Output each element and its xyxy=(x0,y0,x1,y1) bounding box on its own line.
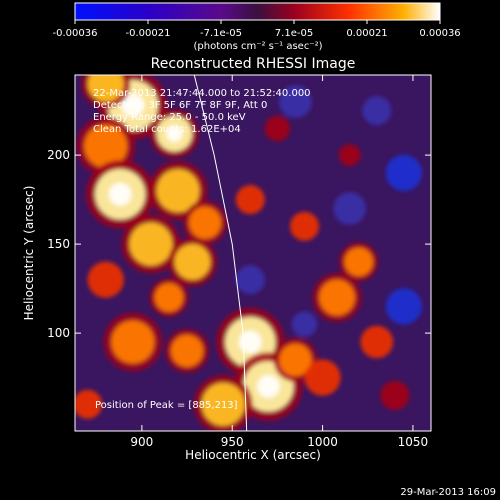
axis-ticks: 900 950 1000 1050 100 150 200 xyxy=(47,75,431,449)
colorbar-tick-label: 0.00036 xyxy=(419,28,460,39)
heatmap-cell xyxy=(87,75,124,102)
x-tick-label: 950 xyxy=(221,435,244,449)
annotation-detectors: Detectors: 3F 5F 6F 7F 8F 9F, Att 0 xyxy=(93,100,267,111)
colorbar-tick-label: -0.00036 xyxy=(53,28,98,39)
heatmap-cell xyxy=(291,311,318,337)
heatmap-cell xyxy=(380,380,410,410)
heatmap-cell-core xyxy=(256,375,280,398)
heatmap-cells xyxy=(75,75,422,431)
heatmap-cell-core xyxy=(108,182,132,206)
heatmap-cell xyxy=(129,222,173,266)
heatmap-cell xyxy=(174,243,211,280)
heatmap-cell xyxy=(111,320,155,364)
heatmap-cell xyxy=(235,185,265,215)
heatmap-cell xyxy=(304,359,341,396)
heatmap-cell xyxy=(360,325,394,359)
x-axis-label: Heliocentric X (arcsec) xyxy=(185,448,321,462)
heatmap-cell xyxy=(338,144,361,166)
heatmap-cell xyxy=(385,154,422,191)
footer-date: 29-Mar-2013 16:09 xyxy=(400,487,496,498)
heatmap-cell xyxy=(201,382,245,426)
heatmap-cell xyxy=(84,124,128,168)
heatmap-cell-core xyxy=(238,330,262,354)
annotations: 22-Mar-2013 21:47:44.000 to 21:52:40.000… xyxy=(93,88,311,411)
y-tick-label: 100 xyxy=(47,326,70,340)
annotation-energy: Energy Range: 25.0 - 50.0 keV xyxy=(93,112,246,123)
x-tick-label: 900 xyxy=(130,435,153,449)
colorbar-tick-label: 0.00021 xyxy=(346,28,387,39)
heatmap-cell xyxy=(87,261,124,298)
heatmap-cell xyxy=(362,96,392,126)
y-tick-label: 150 xyxy=(47,237,70,251)
heatmap-cell xyxy=(279,343,312,377)
colorbar-unit-label: (photons cm⁻² s⁻¹ asec⁻²) xyxy=(193,41,322,52)
colorbar-tick-label: -0.00021 xyxy=(126,28,171,39)
heatmap-cell xyxy=(344,247,374,277)
y-tick-label: 200 xyxy=(47,148,70,162)
x-tick-label: 1000 xyxy=(307,435,338,449)
plot-area: 900 950 1000 1050 100 150 200 xyxy=(47,74,432,449)
heatmap-cell xyxy=(279,85,312,118)
heatmap-cell xyxy=(75,389,103,419)
colorbar-tick-label: 7.1e-05 xyxy=(275,28,313,39)
heatmap-cell-core xyxy=(121,93,145,117)
annotation-counts: Clean Total counts: 1.62E+04 xyxy=(93,124,241,135)
colorbar-tick-label: -7.1e-05 xyxy=(200,28,242,39)
y-axis-label: Heliocentric Y (arcsec) xyxy=(22,186,36,321)
annotation-time-range: 22-Mar-2013 21:47:44.000 to 21:52:40.000 xyxy=(93,88,311,99)
plot-frame xyxy=(74,74,432,432)
heatmap-cell xyxy=(188,206,222,240)
colorbar-ticks: -0.00036 -0.00021 -7.1e-05 7.1e-05 0.00021 0.… xyxy=(53,20,461,39)
heatmap-cell xyxy=(156,169,200,213)
x-tick-label: 1050 xyxy=(398,435,429,449)
heatmap-cell-core xyxy=(166,125,183,142)
heatmap-cell xyxy=(154,283,184,312)
chart-title: Reconstructed RHESSI Image xyxy=(151,56,356,72)
solar-limb-curve xyxy=(193,75,248,431)
heatmap-cell xyxy=(333,192,366,225)
heatmap-cell xyxy=(318,279,356,316)
heatmap-cell xyxy=(290,211,319,241)
annotation-peak: Position of Peak = [885,213] xyxy=(95,400,238,411)
heatmap-cell xyxy=(385,288,422,325)
colorbar: -0.00036 -0.00021 -7.1e-05 7.1e-05 0.00021 0.… xyxy=(53,2,461,52)
heatmap-cell xyxy=(264,115,291,142)
heatmap-cell xyxy=(235,265,265,295)
colorbar-gradient xyxy=(74,2,441,21)
heatmap-cell xyxy=(170,334,204,368)
